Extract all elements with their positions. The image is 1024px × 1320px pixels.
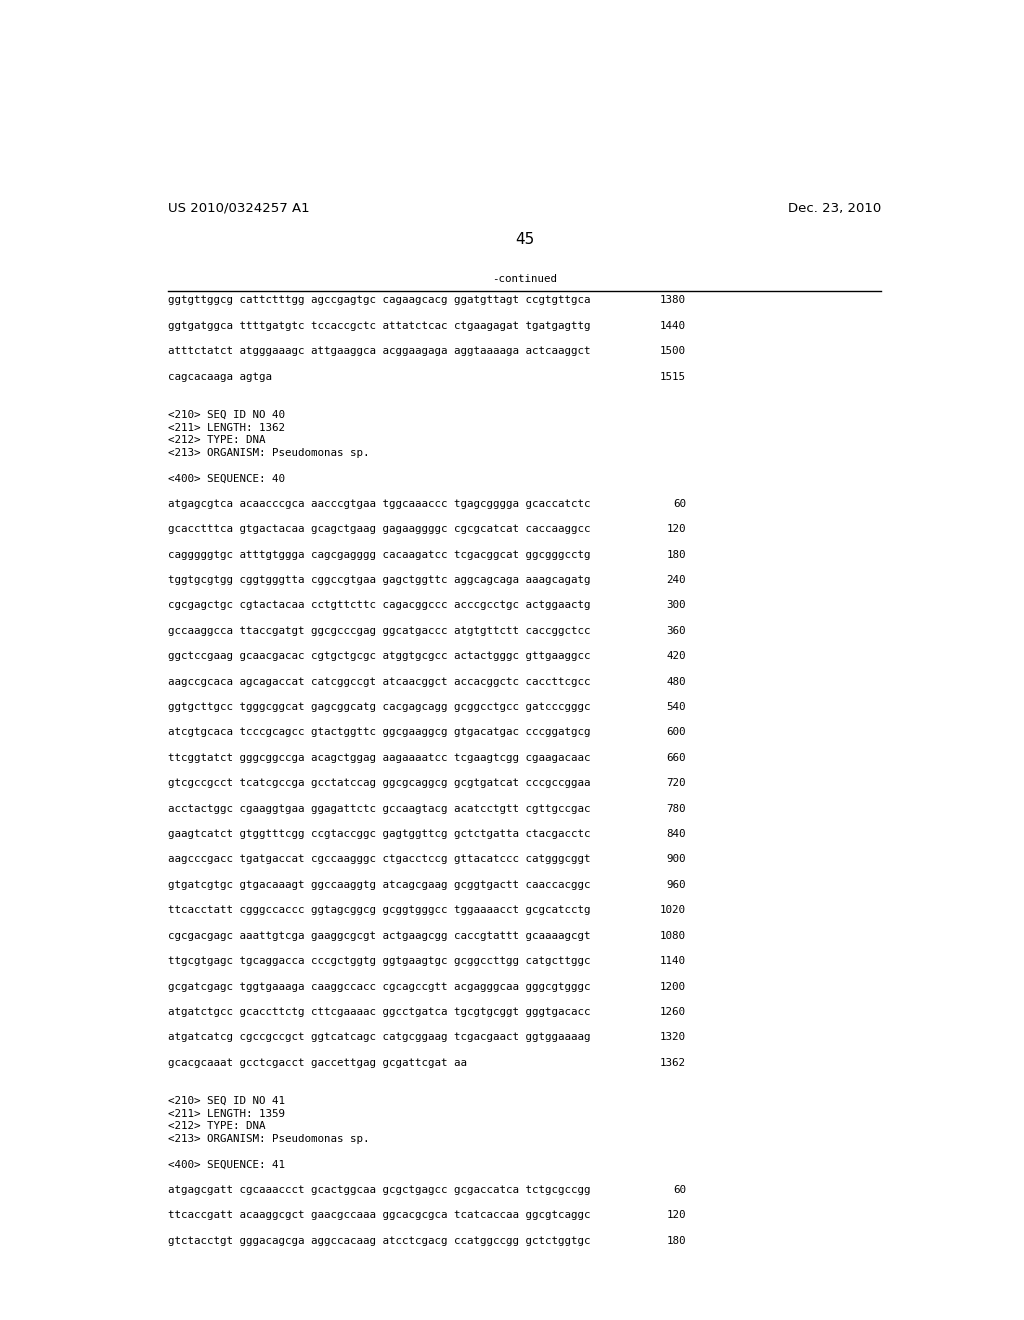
Text: <211> LENGTH: 1362: <211> LENGTH: 1362 <box>168 422 286 433</box>
Text: ggtgttggcg cattctttgg agccgagtgc cagaagcacg ggatgttagt ccgtgttgca: ggtgttggcg cattctttgg agccgagtgc cagaagc… <box>168 296 591 305</box>
Text: aagccgcaca agcagaccat catcggccgt atcaacggct accacggctc caccttcgcc: aagccgcaca agcagaccat catcggccgt atcaacg… <box>168 677 591 686</box>
Text: gcacctttca gtgactacaa gcagctgaag gagaaggggc cgcgcatcat caccaaggcc: gcacctttca gtgactacaa gcagctgaag gagaagg… <box>168 524 591 535</box>
Text: -continued: -continued <box>493 275 557 284</box>
Text: 60: 60 <box>673 499 686 508</box>
Text: 420: 420 <box>667 651 686 661</box>
Text: cgcgagctgc cgtactacaa cctgttcttc cagacggccc acccgcctgc actggaactg: cgcgagctgc cgtactacaa cctgttcttc cagacgg… <box>168 601 591 610</box>
Text: 1440: 1440 <box>660 321 686 331</box>
Text: 1080: 1080 <box>660 931 686 941</box>
Text: 1320: 1320 <box>660 1032 686 1043</box>
Text: 600: 600 <box>667 727 686 738</box>
Text: ttcggtatct gggcggccga acagctggag aagaaaatcc tcgaagtcgg cgaagacaac: ttcggtatct gggcggccga acagctggag aagaaaa… <box>168 752 591 763</box>
Text: ggctccgaag gcaacgacac cgtgctgcgc atggtgcgcc actactgggc gttgaaggcc: ggctccgaag gcaacgacac cgtgctgcgc atggtgc… <box>168 651 591 661</box>
Text: 1362: 1362 <box>660 1057 686 1068</box>
Text: 960: 960 <box>667 880 686 890</box>
Text: 1515: 1515 <box>660 372 686 381</box>
Text: cagggggtgc atttgtggga cagcgagggg cacaagatcc tcgacggcat ggcgggcctg: cagggggtgc atttgtggga cagcgagggg cacaaga… <box>168 549 591 560</box>
Text: <210> SEQ ID NO 41: <210> SEQ ID NO 41 <box>168 1096 286 1106</box>
Text: atgatcatcg cgccgccgct ggtcatcagc catgcggaag tcgacgaact ggtggaaaag: atgatcatcg cgccgccgct ggtcatcagc catgcgg… <box>168 1032 591 1043</box>
Text: 660: 660 <box>667 752 686 763</box>
Text: 180: 180 <box>667 1236 686 1246</box>
Text: 240: 240 <box>667 576 686 585</box>
Text: 1020: 1020 <box>660 906 686 915</box>
Text: <211> LENGTH: 1359: <211> LENGTH: 1359 <box>168 1109 286 1118</box>
Text: 1500: 1500 <box>660 346 686 356</box>
Text: gccaaggcca ttaccgatgt ggcgcccgag ggcatgaccc atgtgttctt caccggctcc: gccaaggcca ttaccgatgt ggcgcccgag ggcatga… <box>168 626 591 636</box>
Text: aagcccgacc tgatgaccat cgccaagggc ctgacctccg gttacatccc catgggcggt: aagcccgacc tgatgaccat cgccaagggc ctgacct… <box>168 854 591 865</box>
Text: ttcaccgatt acaaggcgct gaacgccaaa ggcacgcgca tcatcaccaa ggcgtcaggc: ttcaccgatt acaaggcgct gaacgccaaa ggcacgc… <box>168 1210 591 1220</box>
Text: atcgtgcaca tcccgcagcc gtactggttc ggcgaaggcg gtgacatgac cccggatgcg: atcgtgcaca tcccgcagcc gtactggttc ggcgaag… <box>168 727 591 738</box>
Text: ttcacctatt cgggccaccc ggtagcggcg gcggtgggcc tggaaaacct gcgcatcctg: ttcacctatt cgggccaccc ggtagcggcg gcggtgg… <box>168 906 591 915</box>
Text: 1260: 1260 <box>660 1007 686 1016</box>
Text: tggtgcgtgg cggtgggtta cggccgtgaa gagctggttc aggcagcaga aaagcagatg: tggtgcgtgg cggtgggtta cggccgtgaa gagctgg… <box>168 576 591 585</box>
Text: atttctatct atgggaaagc attgaaggca acggaagaga aggtaaaaga actcaaggct: atttctatct atgggaaagc attgaaggca acggaag… <box>168 346 591 356</box>
Text: <213> ORGANISM: Pseudomonas sp.: <213> ORGANISM: Pseudomonas sp. <box>168 1134 370 1144</box>
Text: cagcacaaga agtga: cagcacaaga agtga <box>168 372 272 381</box>
Text: atgatctgcc gcaccttctg cttcgaaaac ggcctgatca tgcgtgcggt gggtgacacc: atgatctgcc gcaccttctg cttcgaaaac ggcctga… <box>168 1007 591 1016</box>
Text: atgagcgatt cgcaaaccct gcactggcaa gcgctgagcc gcgaccatca tctgcgccgg: atgagcgatt cgcaaaccct gcactggcaa gcgctga… <box>168 1185 591 1195</box>
Text: 180: 180 <box>667 549 686 560</box>
Text: ggtgatggca ttttgatgtc tccaccgctc attatctcac ctgaagagat tgatgagttg: ggtgatggca ttttgatgtc tccaccgctc attatct… <box>168 321 591 331</box>
Text: gcgatcgagc tggtgaaaga caaggccacc cgcagccgtt acgagggcaa gggcgtgggc: gcgatcgagc tggtgaaaga caaggccacc cgcagcc… <box>168 982 591 991</box>
Text: cgcgacgagc aaattgtcga gaaggcgcgt actgaagcgg caccgtattt gcaaaagcgt: cgcgacgagc aaattgtcga gaaggcgcgt actgaag… <box>168 931 591 941</box>
Text: 900: 900 <box>667 854 686 865</box>
Text: <400> SEQUENCE: 41: <400> SEQUENCE: 41 <box>168 1159 286 1170</box>
Text: <212> TYPE: DNA: <212> TYPE: DNA <box>168 436 266 445</box>
Text: 300: 300 <box>667 601 686 610</box>
Text: gcacgcaaat gcctcgacct gaccettgag gcgattcgat aa: gcacgcaaat gcctcgacct gaccettgag gcgattc… <box>168 1057 467 1068</box>
Text: 1200: 1200 <box>660 982 686 991</box>
Text: 120: 120 <box>667 524 686 535</box>
Text: 1140: 1140 <box>660 956 686 966</box>
Text: 780: 780 <box>667 804 686 813</box>
Text: 120: 120 <box>667 1210 686 1220</box>
Text: <210> SEQ ID NO 40: <210> SEQ ID NO 40 <box>168 409 286 420</box>
Text: 540: 540 <box>667 702 686 711</box>
Text: 60: 60 <box>673 1185 686 1195</box>
Text: 45: 45 <box>515 231 535 247</box>
Text: <212> TYPE: DNA: <212> TYPE: DNA <box>168 1121 266 1131</box>
Text: gaagtcatct gtggtttcgg ccgtaccggc gagtggttcg gctctgatta ctacgacctc: gaagtcatct gtggtttcgg ccgtaccggc gagtggt… <box>168 829 591 840</box>
Text: ttgcgtgagc tgcaggacca cccgctggtg ggtgaagtgc gcggccttgg catgcttggc: ttgcgtgagc tgcaggacca cccgctggtg ggtgaag… <box>168 956 591 966</box>
Text: gtcgccgcct tcatcgccga gcctatccag ggcgcaggcg gcgtgatcat cccgccggaa: gtcgccgcct tcatcgccga gcctatccag ggcgcag… <box>168 779 591 788</box>
Text: <400> SEQUENCE: 40: <400> SEQUENCE: 40 <box>168 474 286 483</box>
Text: <213> ORGANISM: Pseudomonas sp.: <213> ORGANISM: Pseudomonas sp. <box>168 447 370 458</box>
Text: acctactggc cgaaggtgaa ggagattctc gccaagtacg acatcctgtt cgttgccgac: acctactggc cgaaggtgaa ggagattctc gccaagt… <box>168 804 591 813</box>
Text: 1380: 1380 <box>660 296 686 305</box>
Text: 840: 840 <box>667 829 686 840</box>
Text: Dec. 23, 2010: Dec. 23, 2010 <box>788 202 882 215</box>
Text: atgagcgtca acaacccgca aacccgtgaa tggcaaaccc tgagcgggga gcaccatctc: atgagcgtca acaacccgca aacccgtgaa tggcaaa… <box>168 499 591 508</box>
Text: 480: 480 <box>667 677 686 686</box>
Text: gtgatcgtgc gtgacaaagt ggccaaggtg atcagcgaag gcggtgactt caaccacggc: gtgatcgtgc gtgacaaagt ggccaaggtg atcagcg… <box>168 880 591 890</box>
Text: ggtgcttgcc tgggcggcat gagcggcatg cacgagcagg gcggcctgcc gatcccgggc: ggtgcttgcc tgggcggcat gagcggcatg cacgagc… <box>168 702 591 711</box>
Text: gtctacctgt gggacagcga aggccacaag atcctcgacg ccatggccgg gctctggtgc: gtctacctgt gggacagcga aggccacaag atcctcg… <box>168 1236 591 1246</box>
Text: 360: 360 <box>667 626 686 636</box>
Text: US 2010/0324257 A1: US 2010/0324257 A1 <box>168 202 310 215</box>
Text: 720: 720 <box>667 779 686 788</box>
